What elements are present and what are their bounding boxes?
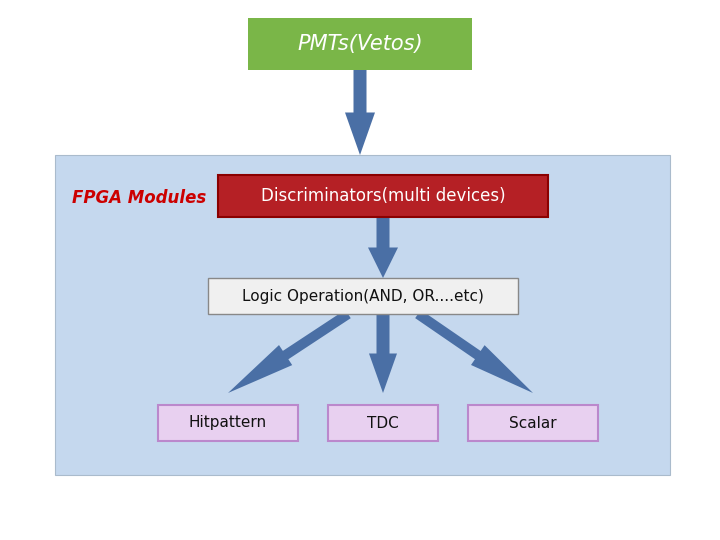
Polygon shape: [228, 310, 351, 393]
Bar: [468, 405, 598, 441]
Text: Hitpattern: Hitpattern: [189, 415, 267, 430]
Text: Scalar: Scalar: [509, 415, 557, 430]
Polygon shape: [368, 217, 398, 278]
Bar: [158, 405, 298, 441]
Text: PMTs(Vetos): PMTs(Vetos): [297, 34, 423, 54]
Polygon shape: [369, 314, 397, 393]
Text: Discriminators(multi devices): Discriminators(multi devices): [261, 187, 505, 205]
Bar: [55, 155, 670, 475]
Bar: [218, 175, 548, 217]
Bar: [208, 278, 518, 314]
Polygon shape: [345, 70, 375, 155]
Text: Logic Operation(AND, OR....etc): Logic Operation(AND, OR....etc): [242, 288, 484, 303]
Polygon shape: [415, 310, 533, 393]
Text: FPGA Modules: FPGA Modules: [72, 189, 206, 207]
Bar: [248, 18, 472, 70]
Bar: [328, 405, 438, 441]
Text: TDC: TDC: [367, 415, 399, 430]
